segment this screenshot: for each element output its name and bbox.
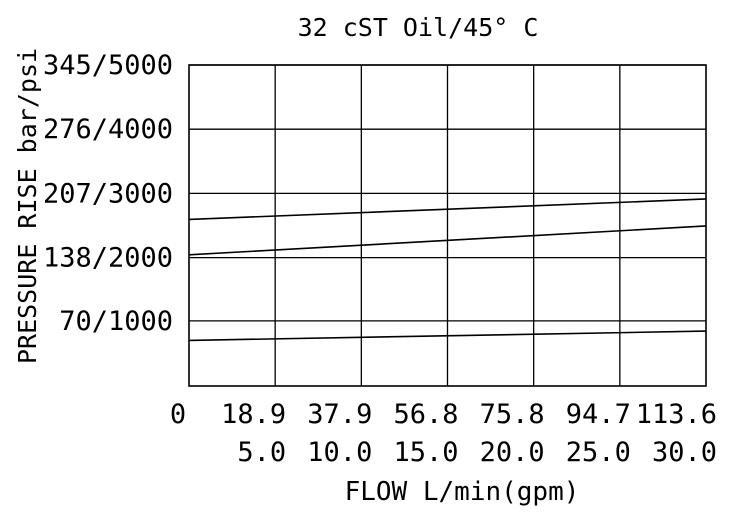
y-tick-labels: 70/1000 138/2000 207/3000 276/4000 345/5000 <box>43 50 173 337</box>
chart-grid <box>189 64 706 386</box>
series-line-2 <box>188 225 707 256</box>
x-tick-label-lpm: 94.7 <box>566 399 631 430</box>
y-tick-label: 207/3000 <box>43 178 173 209</box>
series-line-1 <box>188 198 707 221</box>
y-tick-label: 138/2000 <box>43 243 173 274</box>
y-tick-label: 345/5000 <box>43 50 173 81</box>
x-axis-label: FLOW L/min(gpm) <box>345 477 580 507</box>
chart-title: 32 cST Oil/45° C <box>298 13 539 42</box>
x-tick-label-lpm: 37.9 <box>307 399 372 430</box>
y-tick-label: 276/4000 <box>43 114 173 145</box>
x-tick-label-lpm: 18.9 <box>221 399 286 430</box>
x-tick-label-gpm: 20.0 <box>480 437 545 468</box>
x-tick-label-gpm: 15.0 <box>393 437 458 468</box>
chart-series-group <box>188 198 707 342</box>
x-tick-label-lpm: 56.8 <box>393 399 458 430</box>
plot-frame <box>188 64 707 387</box>
x-tick-label-gpm: 10.0 <box>307 437 372 468</box>
x-tick-label-gpm: 30.0 <box>652 437 717 468</box>
x-tick-label-lpm: 113.6 <box>636 399 717 430</box>
x-tick-label-lpm: 0 <box>170 399 186 430</box>
x-tick-labels: 0 18.9 37.9 56.8 75.8 94.7 113.6 5.0 10.0 15.0 20.… <box>170 399 717 468</box>
x-tick-label-gpm: 5.0 <box>237 437 286 468</box>
y-axis-label: PRESSURE RISE bar/psi <box>13 48 42 364</box>
series-line-3 <box>188 330 707 342</box>
x-tick-label-lpm: 75.8 <box>480 399 545 430</box>
x-tick-label-gpm: 25.0 <box>566 437 631 468</box>
y-tick-label: 70/1000 <box>59 306 173 337</box>
